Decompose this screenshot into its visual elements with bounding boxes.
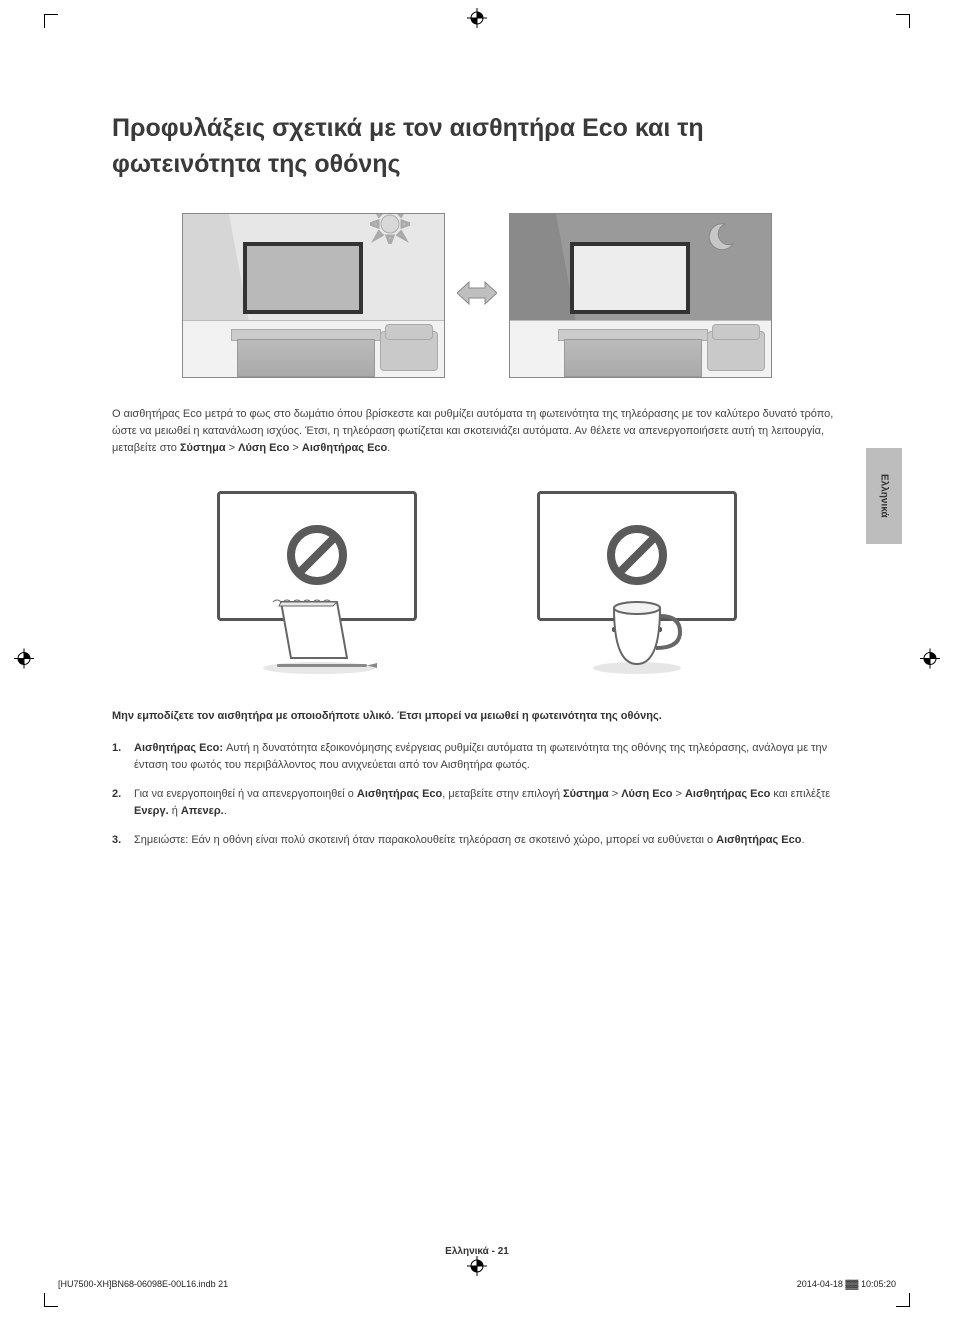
- registration-mark-right: [920, 648, 940, 673]
- scene-obstruct-notepad: [207, 491, 427, 676]
- list-item: Αισθητήρας Eco: Αυτή η δυνατότητα εξοικο…: [112, 740, 842, 774]
- registration-mark-left: [14, 648, 34, 673]
- crop-corner-bl: [44, 1293, 58, 1307]
- scene-daytime: [182, 213, 445, 378]
- registration-mark-top: [467, 8, 487, 33]
- item-1-label: Αισθητήρας Eco:: [134, 742, 223, 754]
- list-item: Για να ενεργοποιηθεί ή να απενεργοποιηθε…: [112, 786, 842, 820]
- list-item: Σημειώστε: Εάν η οθόνη είναι πολύ σκοτει…: [112, 832, 842, 849]
- scene-obstruct-cup: [527, 491, 747, 676]
- bidirectional-arrow-icon: [457, 280, 497, 311]
- moon-icon: [705, 222, 735, 252]
- intro-paragraph: Ο αισθητήρας Eco μετρά το φως στο δωμάτι…: [112, 406, 842, 457]
- illustration-day-night-row: [112, 213, 842, 378]
- sun-icon: [370, 213, 410, 244]
- scene-nighttime: [509, 213, 772, 378]
- language-tab-label: Ελληνικά: [879, 474, 890, 518]
- menu-path-eco-solution: Λύση Eco: [238, 442, 289, 454]
- cup-icon: [582, 596, 692, 676]
- item-1-text: Αυτή η δυνατότητα εξοικονόμησης ενέργεια…: [134, 742, 827, 771]
- crop-corner-br: [896, 1293, 910, 1307]
- print-footer-filename: [HU7500-XH]BN68-06098E-00L16.indb 21: [58, 1279, 228, 1289]
- page-content: Προφυλάξεις σχετικά με τον αισθητήρα Eco…: [112, 110, 842, 861]
- prohibited-icon: [285, 523, 349, 587]
- prohibited-icon: [605, 523, 669, 587]
- page-footer: Ελληνικά - 21: [0, 1246, 954, 1257]
- notepad-icon: [247, 596, 387, 676]
- menu-path-eco-sensor: Αισθητήρας Eco: [302, 442, 387, 454]
- warning-line: Μην εμποδίζετε τον αισθητήρα με οποιοδήπ…: [112, 710, 842, 722]
- crop-corner-tl: [44, 14, 58, 28]
- numbered-list: Αισθητήρας Eco: Αυτή η δυνατότητα εξοικο…: [112, 740, 842, 849]
- language-tab: Ελληνικά: [866, 448, 902, 544]
- crop-corner-tr: [896, 14, 910, 28]
- page-title: Προφυλάξεις σχετικά με τον αισθητήρα Eco…: [112, 110, 842, 183]
- print-footer-timestamp: 2014-04-18 ▓▓ 10:05:20: [797, 1279, 896, 1289]
- menu-path-system: Σύστημα: [180, 442, 226, 454]
- registration-mark-bottom: [467, 1256, 487, 1281]
- illustration-obstruction-row: [112, 491, 842, 676]
